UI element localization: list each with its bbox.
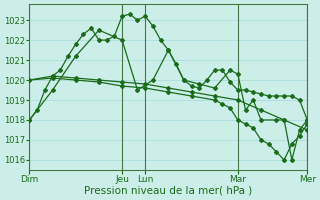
X-axis label: Pression niveau de la mer( hPa ): Pression niveau de la mer( hPa ): [84, 186, 252, 196]
